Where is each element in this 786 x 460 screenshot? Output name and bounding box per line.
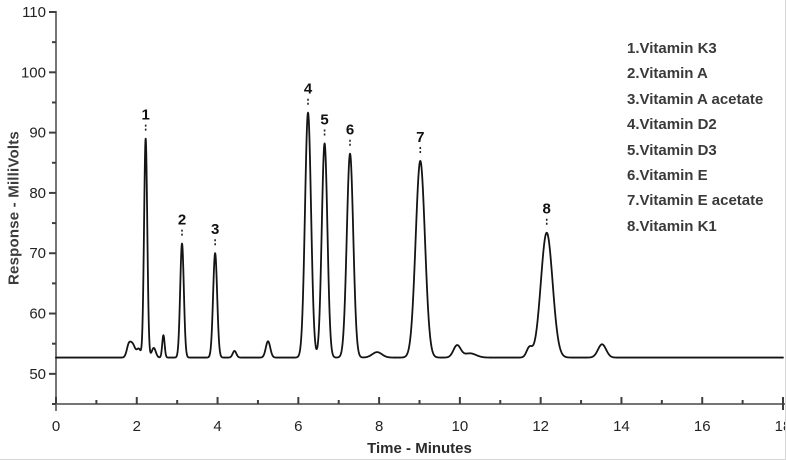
x-tick-label: 8 bbox=[375, 418, 383, 435]
y-tick-label: 90 bbox=[29, 125, 46, 142]
y-axis-title: Response - MilliVolts bbox=[5, 131, 23, 285]
x-tick-label: 6 bbox=[294, 418, 302, 435]
x-tick-label: 14 bbox=[613, 418, 630, 435]
x-tick-label: 12 bbox=[532, 418, 549, 435]
peak-number-1: 1 bbox=[141, 107, 149, 124]
legend-item: 7.Vitamin E acetate bbox=[627, 192, 764, 210]
peak-number-5: 5 bbox=[320, 111, 328, 128]
peak-legend: 1.Vitamin K3 2.Vitamin A 3.Vitamin A aceta… bbox=[627, 36, 763, 239]
peak-number-6: 6 bbox=[346, 122, 354, 139]
chromatogram-trace bbox=[55, 111, 784, 359]
x-tick-label: 4 bbox=[213, 418, 221, 435]
x-tick-label: 0 bbox=[52, 418, 60, 435]
legend-item: 8.Vitamin K1 bbox=[627, 217, 717, 235]
peak-number-3: 3 bbox=[211, 221, 219, 238]
y-tick-label: 60 bbox=[29, 306, 46, 323]
peak-number-7: 7 bbox=[416, 129, 424, 146]
x-axis-title: Time - Minutes bbox=[367, 440, 472, 457]
legend-item: 1.Vitamin K3 bbox=[627, 40, 717, 57]
legend-item: 3.Vitamin A acetate bbox=[627, 90, 764, 108]
y-tick-label: 50 bbox=[29, 366, 46, 383]
y-tick-label: 70 bbox=[29, 245, 46, 262]
y-tick-label: 110 bbox=[22, 4, 46, 21]
legend-item: 4.Vitamin D2 bbox=[627, 116, 717, 134]
y-tick-label: 80 bbox=[29, 185, 46, 202]
peak-number-4: 4 bbox=[304, 81, 313, 98]
x-tick-label: 18 bbox=[775, 418, 786, 435]
peak-number-2: 2 bbox=[178, 212, 186, 229]
y-tick-label: 100 bbox=[21, 64, 46, 81]
peak-number-8: 8 bbox=[543, 201, 551, 218]
x-tick-label: 16 bbox=[694, 418, 711, 435]
x-tick-label: 2 bbox=[133, 418, 141, 435]
legend-item: 6.Vitamin E bbox=[627, 167, 708, 185]
x-tick-label: 10 bbox=[452, 418, 469, 435]
legend-item: 2.Vitamin A bbox=[627, 65, 708, 83]
legend-item: 5.Vitamin D3 bbox=[627, 141, 717, 159]
